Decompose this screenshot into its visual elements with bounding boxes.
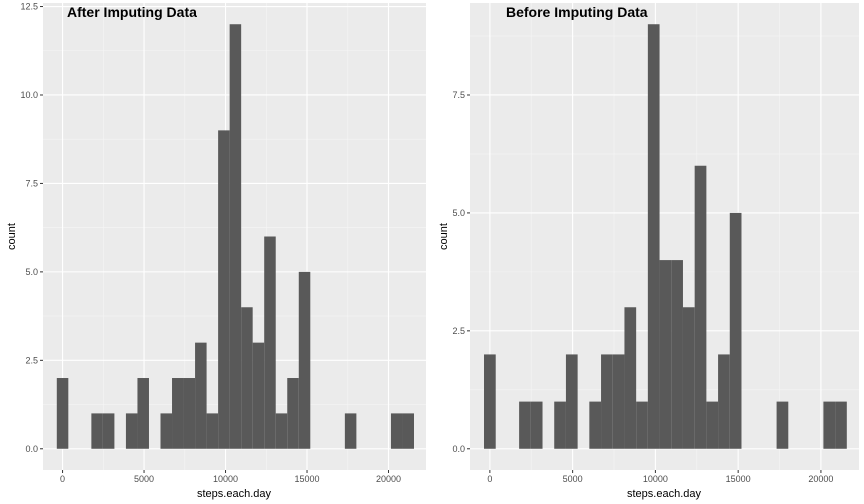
histogram-bar xyxy=(659,260,672,449)
histogram-bar xyxy=(390,413,403,449)
x-tick-label: 5000 xyxy=(134,474,154,484)
x-tick-label: 0 xyxy=(60,474,65,484)
y-tick-label: 2.5 xyxy=(25,355,38,365)
histogram-bar xyxy=(776,401,789,449)
histogram-bar xyxy=(56,378,69,449)
y-tick-label: 5.0 xyxy=(25,267,38,277)
histogram-bar xyxy=(624,307,637,449)
histogram-bar xyxy=(160,413,173,449)
y-tick-label: 7.5 xyxy=(452,90,465,100)
histogram-bar xyxy=(647,24,660,449)
y-axis-title: count xyxy=(6,223,18,250)
histogram-bar xyxy=(298,271,311,449)
chart-title: Before Imputing Data xyxy=(506,4,648,20)
histogram-bar xyxy=(344,413,357,449)
histogram-bar xyxy=(835,401,847,449)
x-tick-label: 20000 xyxy=(808,474,833,484)
histogram-bar xyxy=(91,413,103,449)
histogram-bar xyxy=(137,378,149,449)
y-tick-label: 0.0 xyxy=(452,444,465,454)
histogram-bar xyxy=(554,401,566,449)
histogram-bar xyxy=(218,130,230,449)
x-axis-title: steps.each.day xyxy=(627,488,701,500)
y-tick-label: 12.5 xyxy=(20,2,38,12)
histogram-bar xyxy=(565,354,578,449)
before-imputing-chart: 0 5000 10000 15000 20000 0.0 2.5 5.0 7.5 steps.ea… xyxy=(438,3,859,500)
x-tick-label: 20000 xyxy=(376,474,401,484)
after-imputing-chart: 0 5000 10000 15000 20000 0.0 2.5 5.0 7.5 10.0 12.5… xyxy=(6,2,426,500)
y-tick-label: 2.5 xyxy=(452,326,465,336)
y-tick-label: 7.5 xyxy=(25,178,38,188)
histogram-bar xyxy=(718,354,730,449)
x-axis-title: steps.each.day xyxy=(197,488,271,500)
histogram-bar xyxy=(402,413,414,449)
histogram-bar xyxy=(671,260,683,449)
chart-title: After Imputing Data xyxy=(67,4,197,20)
y-tick-label: 5.0 xyxy=(452,208,465,218)
histogram-bar xyxy=(195,342,207,449)
histogram-bar xyxy=(706,401,719,449)
histogram-bar xyxy=(601,354,613,449)
y-tick-label: 0.0 xyxy=(25,444,38,454)
histogram-bar xyxy=(636,401,648,449)
histogram-bar xyxy=(206,413,219,449)
histogram-bar xyxy=(102,413,115,449)
histogram-bar xyxy=(172,378,184,449)
histogram-bar xyxy=(287,378,299,449)
histogram-bar xyxy=(823,401,836,449)
y-tick-label: 10.0 xyxy=(20,90,38,100)
y-axis-title: count xyxy=(438,223,450,250)
histogram-bar xyxy=(682,307,695,449)
x-tick-label: 15000 xyxy=(726,474,751,484)
histogram-bar xyxy=(484,354,496,449)
histogram-bar xyxy=(183,378,196,449)
x-tick-label: 10000 xyxy=(213,474,238,484)
histogram-bar xyxy=(519,401,531,449)
x-tick-label: 0 xyxy=(487,474,492,484)
histogram-bar xyxy=(252,342,265,449)
histogram-bar xyxy=(264,236,276,449)
histogram-bar xyxy=(589,401,602,449)
histogram-bar xyxy=(729,212,742,449)
histogram-bar xyxy=(530,401,543,449)
histogram-bar xyxy=(275,413,288,449)
x-tick-label: 10000 xyxy=(643,474,668,484)
x-tick-label: 5000 xyxy=(563,474,583,484)
histogram-bar xyxy=(229,24,242,449)
x-tick-label: 15000 xyxy=(295,474,320,484)
histogram-bar xyxy=(125,413,138,449)
histogram-bar xyxy=(612,354,625,449)
histogram-bar xyxy=(694,165,707,449)
histogram-bar xyxy=(241,307,253,449)
